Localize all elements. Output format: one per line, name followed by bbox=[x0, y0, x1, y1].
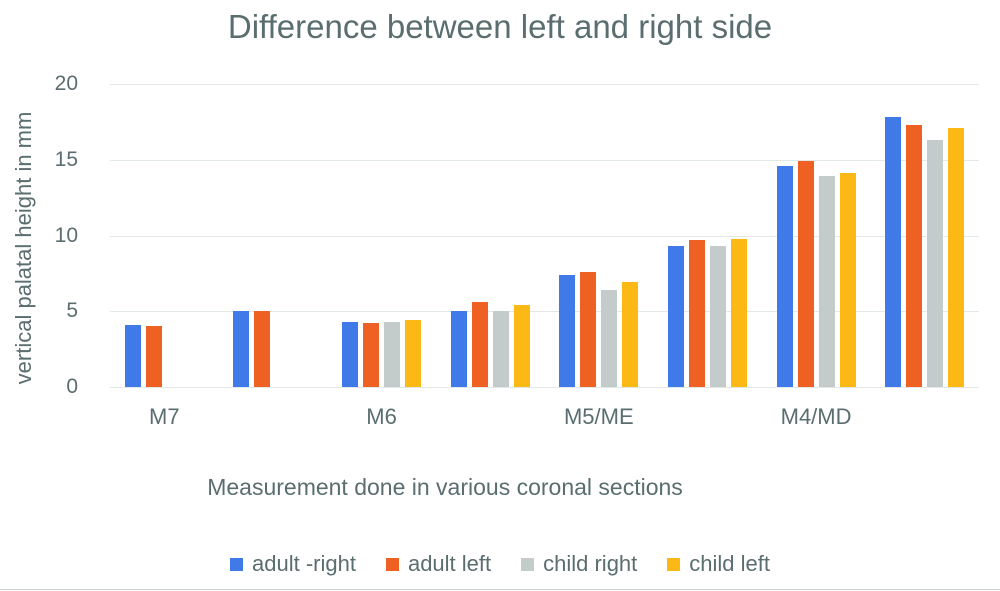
y-tick-label: 0 bbox=[66, 375, 78, 398]
legend-swatch-child-left bbox=[667, 557, 681, 571]
bar-adult-right bbox=[667, 246, 684, 387]
legend-label: child left bbox=[689, 551, 770, 576]
legend: adult -right adult left child right child l… bbox=[0, 551, 1000, 577]
y-tick-label: 15 bbox=[54, 147, 78, 171]
category-slot: M5/ME bbox=[545, 84, 654, 429]
category-slot: M6 bbox=[327, 84, 436, 429]
bar-adult-right bbox=[559, 274, 576, 387]
bar-adult-left bbox=[471, 302, 488, 387]
bar-adult-left bbox=[254, 311, 271, 387]
category-slot bbox=[870, 84, 979, 387]
legend-swatch-adult-left bbox=[385, 557, 399, 571]
category-slot bbox=[219, 84, 328, 387]
legend-item-child-left: child left bbox=[667, 551, 770, 577]
legend-item-child-right: child right bbox=[521, 551, 637, 577]
bar-child-right bbox=[492, 311, 509, 387]
x-axis-title: Measurement done in various coronal sect… bbox=[207, 474, 683, 500]
bar-child-right bbox=[709, 246, 726, 387]
category-slot: M4/MD bbox=[762, 84, 871, 429]
gridline bbox=[110, 159, 979, 161]
legend-label: child right bbox=[543, 551, 638, 576]
bars-region: M7 M6 M5/ME M4/MD bbox=[110, 84, 979, 429]
gridline bbox=[110, 84, 979, 85]
bar-child-left bbox=[730, 238, 747, 387]
bar-child-left bbox=[622, 282, 639, 387]
bar-adult-right bbox=[124, 324, 141, 387]
bar-adult-left bbox=[145, 326, 162, 387]
bar-adult-left bbox=[906, 124, 923, 387]
bar-child-left bbox=[839, 173, 856, 387]
y-tick-label: 5 bbox=[66, 299, 78, 323]
y-tick-label: 10 bbox=[54, 223, 78, 247]
plot-area: M7 M6 M5/ME M4/MD bbox=[110, 84, 979, 429]
category-slot: M7 bbox=[110, 84, 219, 429]
bar-adult-right bbox=[233, 311, 250, 387]
gridline bbox=[110, 235, 979, 237]
x-tick-label: M6 bbox=[366, 404, 397, 429]
gridline bbox=[110, 387, 979, 388]
legend-label: adult -right bbox=[252, 551, 356, 576]
bar-adult-left bbox=[688, 240, 705, 387]
x-tick-label: M7 bbox=[149, 404, 180, 429]
bar-child-right bbox=[601, 290, 618, 387]
bar-adult-left bbox=[797, 161, 814, 387]
bar-child-left bbox=[948, 127, 965, 387]
category-slot bbox=[653, 84, 762, 387]
x-tick-label: M4/MD bbox=[780, 404, 852, 429]
bar-adult-right bbox=[450, 311, 467, 387]
bar-child-left bbox=[513, 305, 530, 387]
bar-child-right bbox=[927, 140, 944, 387]
bar-child-left bbox=[405, 320, 422, 387]
bar-adult-right bbox=[342, 321, 359, 387]
category-slot bbox=[436, 84, 545, 387]
legend-item-adult-right: adult -right bbox=[230, 551, 356, 577]
bar-adult-right bbox=[885, 117, 902, 387]
x-tick-label: M5/ME bbox=[563, 404, 634, 429]
figure-bottom-rule bbox=[0, 589, 1000, 590]
bar-adult-left bbox=[363, 323, 380, 387]
legend-swatch-adult-right bbox=[230, 557, 243, 571]
bar-child-right bbox=[818, 176, 835, 387]
y-tick-label: 20 bbox=[54, 72, 78, 95]
legend-item-adult-left: adult left bbox=[385, 551, 492, 577]
legend-swatch-child-right bbox=[521, 557, 535, 571]
bar-adult-left bbox=[580, 271, 597, 387]
legend-label: adult left bbox=[407, 551, 492, 576]
y-axis-ticks: 20 15 10 5 0 bbox=[0, 72, 78, 398]
bar-adult-right bbox=[776, 165, 793, 387]
gridline bbox=[110, 311, 979, 313]
bar-child-right bbox=[384, 321, 401, 387]
chart-title: Difference between left and right side bbox=[227, 8, 773, 45]
